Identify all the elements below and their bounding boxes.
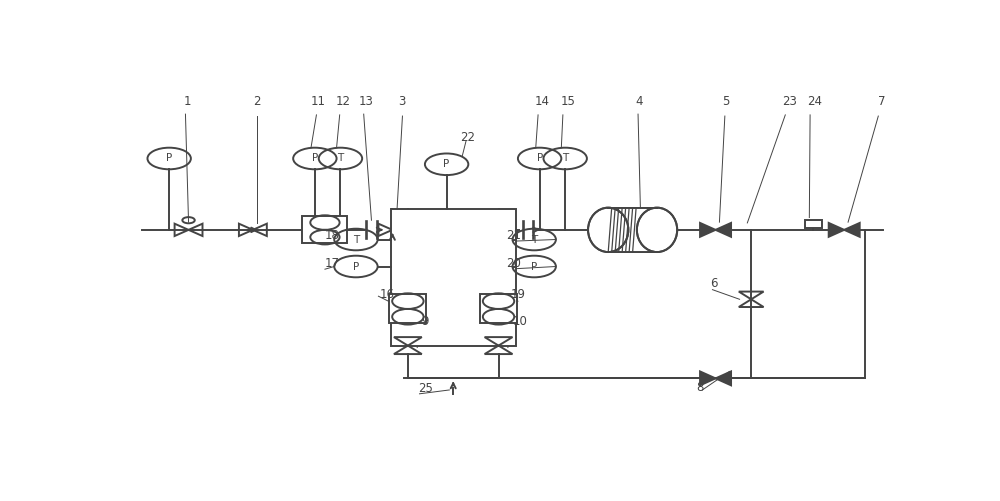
Text: 5: 5 [722,95,729,108]
Text: T: T [337,153,344,163]
Bar [302,216,347,243]
Text: P: P [312,153,318,163]
Text: P: P [353,262,359,272]
Text: 19: 19 [511,288,526,301]
Text: 15: 15 [561,95,575,108]
Text: 8: 8 [696,381,704,394]
Text: 16: 16 [379,288,394,301]
Text: 21: 21 [506,229,521,242]
Polygon shape [700,371,716,385]
Text: 24: 24 [807,95,822,108]
Text: T: T [562,153,568,163]
Text: 2: 2 [253,95,260,108]
Text: P: P [166,153,172,163]
Text: 20: 20 [506,258,521,271]
Polygon shape [844,223,860,237]
Text: 1: 1 [184,95,191,108]
Bar [389,295,426,324]
Text: 10: 10 [512,315,527,328]
Text: T: T [353,234,359,244]
Polygon shape [716,223,731,237]
Bar [480,295,517,324]
Text: 17: 17 [325,258,340,271]
Text: 9: 9 [421,315,429,328]
Text: 11: 11 [311,95,326,108]
Text: 25: 25 [418,382,433,395]
Text: 22: 22 [460,131,475,144]
Text: P: P [531,262,537,272]
Bar [608,208,657,252]
Bar [805,220,822,228]
Polygon shape [829,223,844,237]
Ellipse shape [637,208,677,252]
Text: 23: 23 [782,95,797,108]
Text: 4: 4 [635,95,642,108]
Text: P: P [444,159,450,169]
Text: 6: 6 [710,277,718,290]
Text: 12: 12 [336,95,351,108]
Polygon shape [700,223,716,237]
Text: P: P [536,153,543,163]
Text: 14: 14 [535,95,550,108]
Text: T: T [531,234,537,244]
Text: 18: 18 [325,229,340,242]
Text: 3: 3 [398,95,405,108]
Text: 7: 7 [878,95,886,108]
Ellipse shape [588,208,628,252]
Bar [391,208,516,346]
Polygon shape [716,371,731,385]
Text: 13: 13 [359,95,374,108]
